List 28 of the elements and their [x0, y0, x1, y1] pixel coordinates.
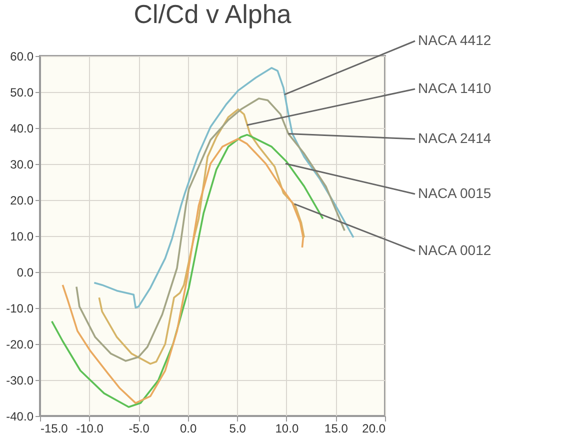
chart-title: Cl/Cd v Alpha — [134, 0, 292, 29]
y-tick-label: -40.0 — [6, 410, 34, 424]
y-tick-label: 50.0 — [10, 86, 34, 100]
line-series — [76, 98, 346, 362]
annotation: NACA 1410 — [418, 80, 492, 96]
x-tick-label: -5.0 — [128, 422, 150, 436]
annotation: NACA 2414 — [418, 130, 492, 146]
y-tick-label: -20.0 — [6, 338, 34, 352]
x-tick-label: 0.0 — [180, 422, 198, 436]
annotation: NACA 4412 — [418, 32, 492, 48]
y-tick-label: -10.0 — [6, 302, 34, 316]
y-tick-label: 60.0 — [10, 50, 34, 64]
y-tick-label: 40.0 — [10, 122, 34, 136]
line-series — [93, 66, 354, 309]
y-tick-label: 0.0 — [16, 266, 34, 280]
x-tick-label: -15.0 — [40, 422, 68, 436]
line-series — [98, 108, 306, 365]
x-tick-label: 5.0 — [229, 422, 246, 436]
x-tick-label: -10.0 — [76, 422, 104, 436]
annotation: NACA 0012 — [418, 242, 492, 258]
x-tick-label: 20.0 — [362, 422, 386, 436]
annotation: NACA 0015 — [418, 185, 492, 201]
y-tick-label: 30.0 — [10, 158, 34, 172]
y-tick-label: 20.0 — [10, 194, 34, 208]
y-tick-label: -30.0 — [6, 374, 34, 388]
y-tick-label: 10.0 — [10, 230, 34, 244]
x-tick-label: 10.0 — [275, 422, 299, 436]
x-tick-label: 15.0 — [324, 422, 348, 436]
